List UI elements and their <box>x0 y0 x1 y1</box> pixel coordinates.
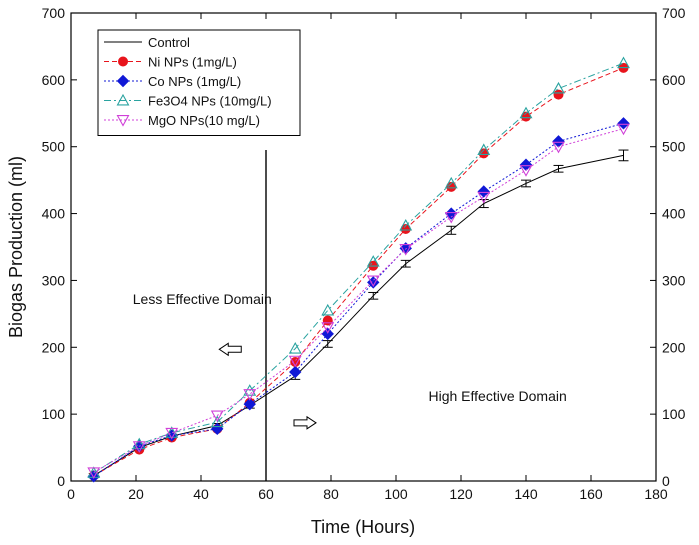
y-tick-label-right: 700 <box>662 5 686 21</box>
data-point <box>243 389 257 401</box>
x-axis-title: Time (Hours) <box>311 517 415 537</box>
data-point <box>477 143 491 156</box>
series-line <box>93 62 624 474</box>
y-tick-label-right: 400 <box>662 206 686 222</box>
y-tick-label-right: 300 <box>662 272 686 288</box>
data-point <box>165 427 179 440</box>
legend-label: Co NPs (1mg/L) <box>148 74 241 89</box>
data-point <box>321 322 335 334</box>
data-point <box>289 365 302 379</box>
y-tick-label: 600 <box>42 72 66 88</box>
data-point <box>132 441 146 453</box>
y-tick-label-right: 200 <box>662 339 686 355</box>
data-point <box>366 255 380 267</box>
y-tick-label: 100 <box>42 406 66 422</box>
legend-marker <box>116 74 130 88</box>
data-point <box>552 141 565 154</box>
domain-arrow-right-icon <box>293 415 317 430</box>
legend-label: Ni NPs (1mg/L) <box>148 55 237 70</box>
data-point <box>519 165 533 177</box>
data-point <box>322 315 333 326</box>
legend-box <box>97 29 301 136</box>
data-point <box>210 415 224 428</box>
x-tick-label: 140 <box>514 486 538 502</box>
data-point <box>367 276 380 289</box>
legend: Control Ni NPs (1mg/L) Co NPs (1mg/L) Fe3O4… <box>97 29 301 136</box>
series-line <box>93 122 624 477</box>
data-point <box>87 467 101 479</box>
legend-marker <box>116 93 130 106</box>
series-4 <box>87 123 630 479</box>
x-tick-label: 60 <box>258 486 274 502</box>
annotation-layer: Less Effective Domain High Effective Doma… <box>133 291 567 430</box>
data-point <box>477 191 491 204</box>
data-point <box>617 56 630 69</box>
data-point <box>243 397 256 411</box>
y-tick-label: 700 <box>42 5 66 21</box>
data-point <box>288 341 302 354</box>
data-point <box>617 123 630 136</box>
legend-marker <box>118 56 128 67</box>
data-point <box>399 244 413 256</box>
series-line <box>93 128 624 473</box>
data-point <box>445 207 458 220</box>
legend-label: Control <box>148 35 190 50</box>
x-tick-label: 120 <box>449 486 473 502</box>
data-point <box>321 303 335 316</box>
annotation-text: High Effective Domain <box>429 388 567 404</box>
y-tick-label: 300 <box>42 272 66 288</box>
data-point <box>519 106 533 119</box>
domain-arrow-left-icon <box>218 342 242 357</box>
y-tick-label: 200 <box>42 339 66 355</box>
x-tick-label: 20 <box>128 486 144 502</box>
data-point <box>444 211 458 224</box>
y-tick-label: 500 <box>42 139 66 155</box>
y-tick-label-right: 0 <box>662 473 670 489</box>
x-tick-label: 180 <box>644 486 668 502</box>
data-point <box>288 355 302 368</box>
y-tick-label-right: 500 <box>662 139 686 155</box>
data-point <box>321 327 334 341</box>
y-tick-label-right: 100 <box>662 406 686 422</box>
data-point <box>132 437 146 450</box>
legend-marker <box>116 115 130 127</box>
plot-frame <box>70 12 657 482</box>
data-point <box>477 185 490 198</box>
legend-label: Fe3O4 NPs (10mg/L) <box>148 94 272 109</box>
series-layer <box>87 56 630 483</box>
data-point <box>399 218 413 231</box>
data-point <box>366 275 380 288</box>
data-point <box>552 81 565 94</box>
series-line <box>93 67 624 477</box>
x-tick-label: 80 <box>323 486 339 502</box>
x-tick-label: 100 <box>384 486 408 502</box>
data-point <box>553 89 564 100</box>
y-tick-label: 0 <box>57 473 65 489</box>
annotation-text: Less Effective Domain <box>133 291 272 307</box>
y-axis-title: Biogas Production (ml) <box>6 156 26 338</box>
legend-label: MgO NPs(10 mg/L) <box>148 113 260 128</box>
data-point <box>444 176 458 189</box>
x-tick-label: 40 <box>193 486 209 502</box>
y-tick-label: 400 <box>42 206 66 222</box>
y-tick-label-right: 600 <box>662 72 686 88</box>
x-tick-label: 160 <box>579 486 603 502</box>
x-tick-label: 0 <box>67 486 75 502</box>
data-point <box>210 410 224 423</box>
